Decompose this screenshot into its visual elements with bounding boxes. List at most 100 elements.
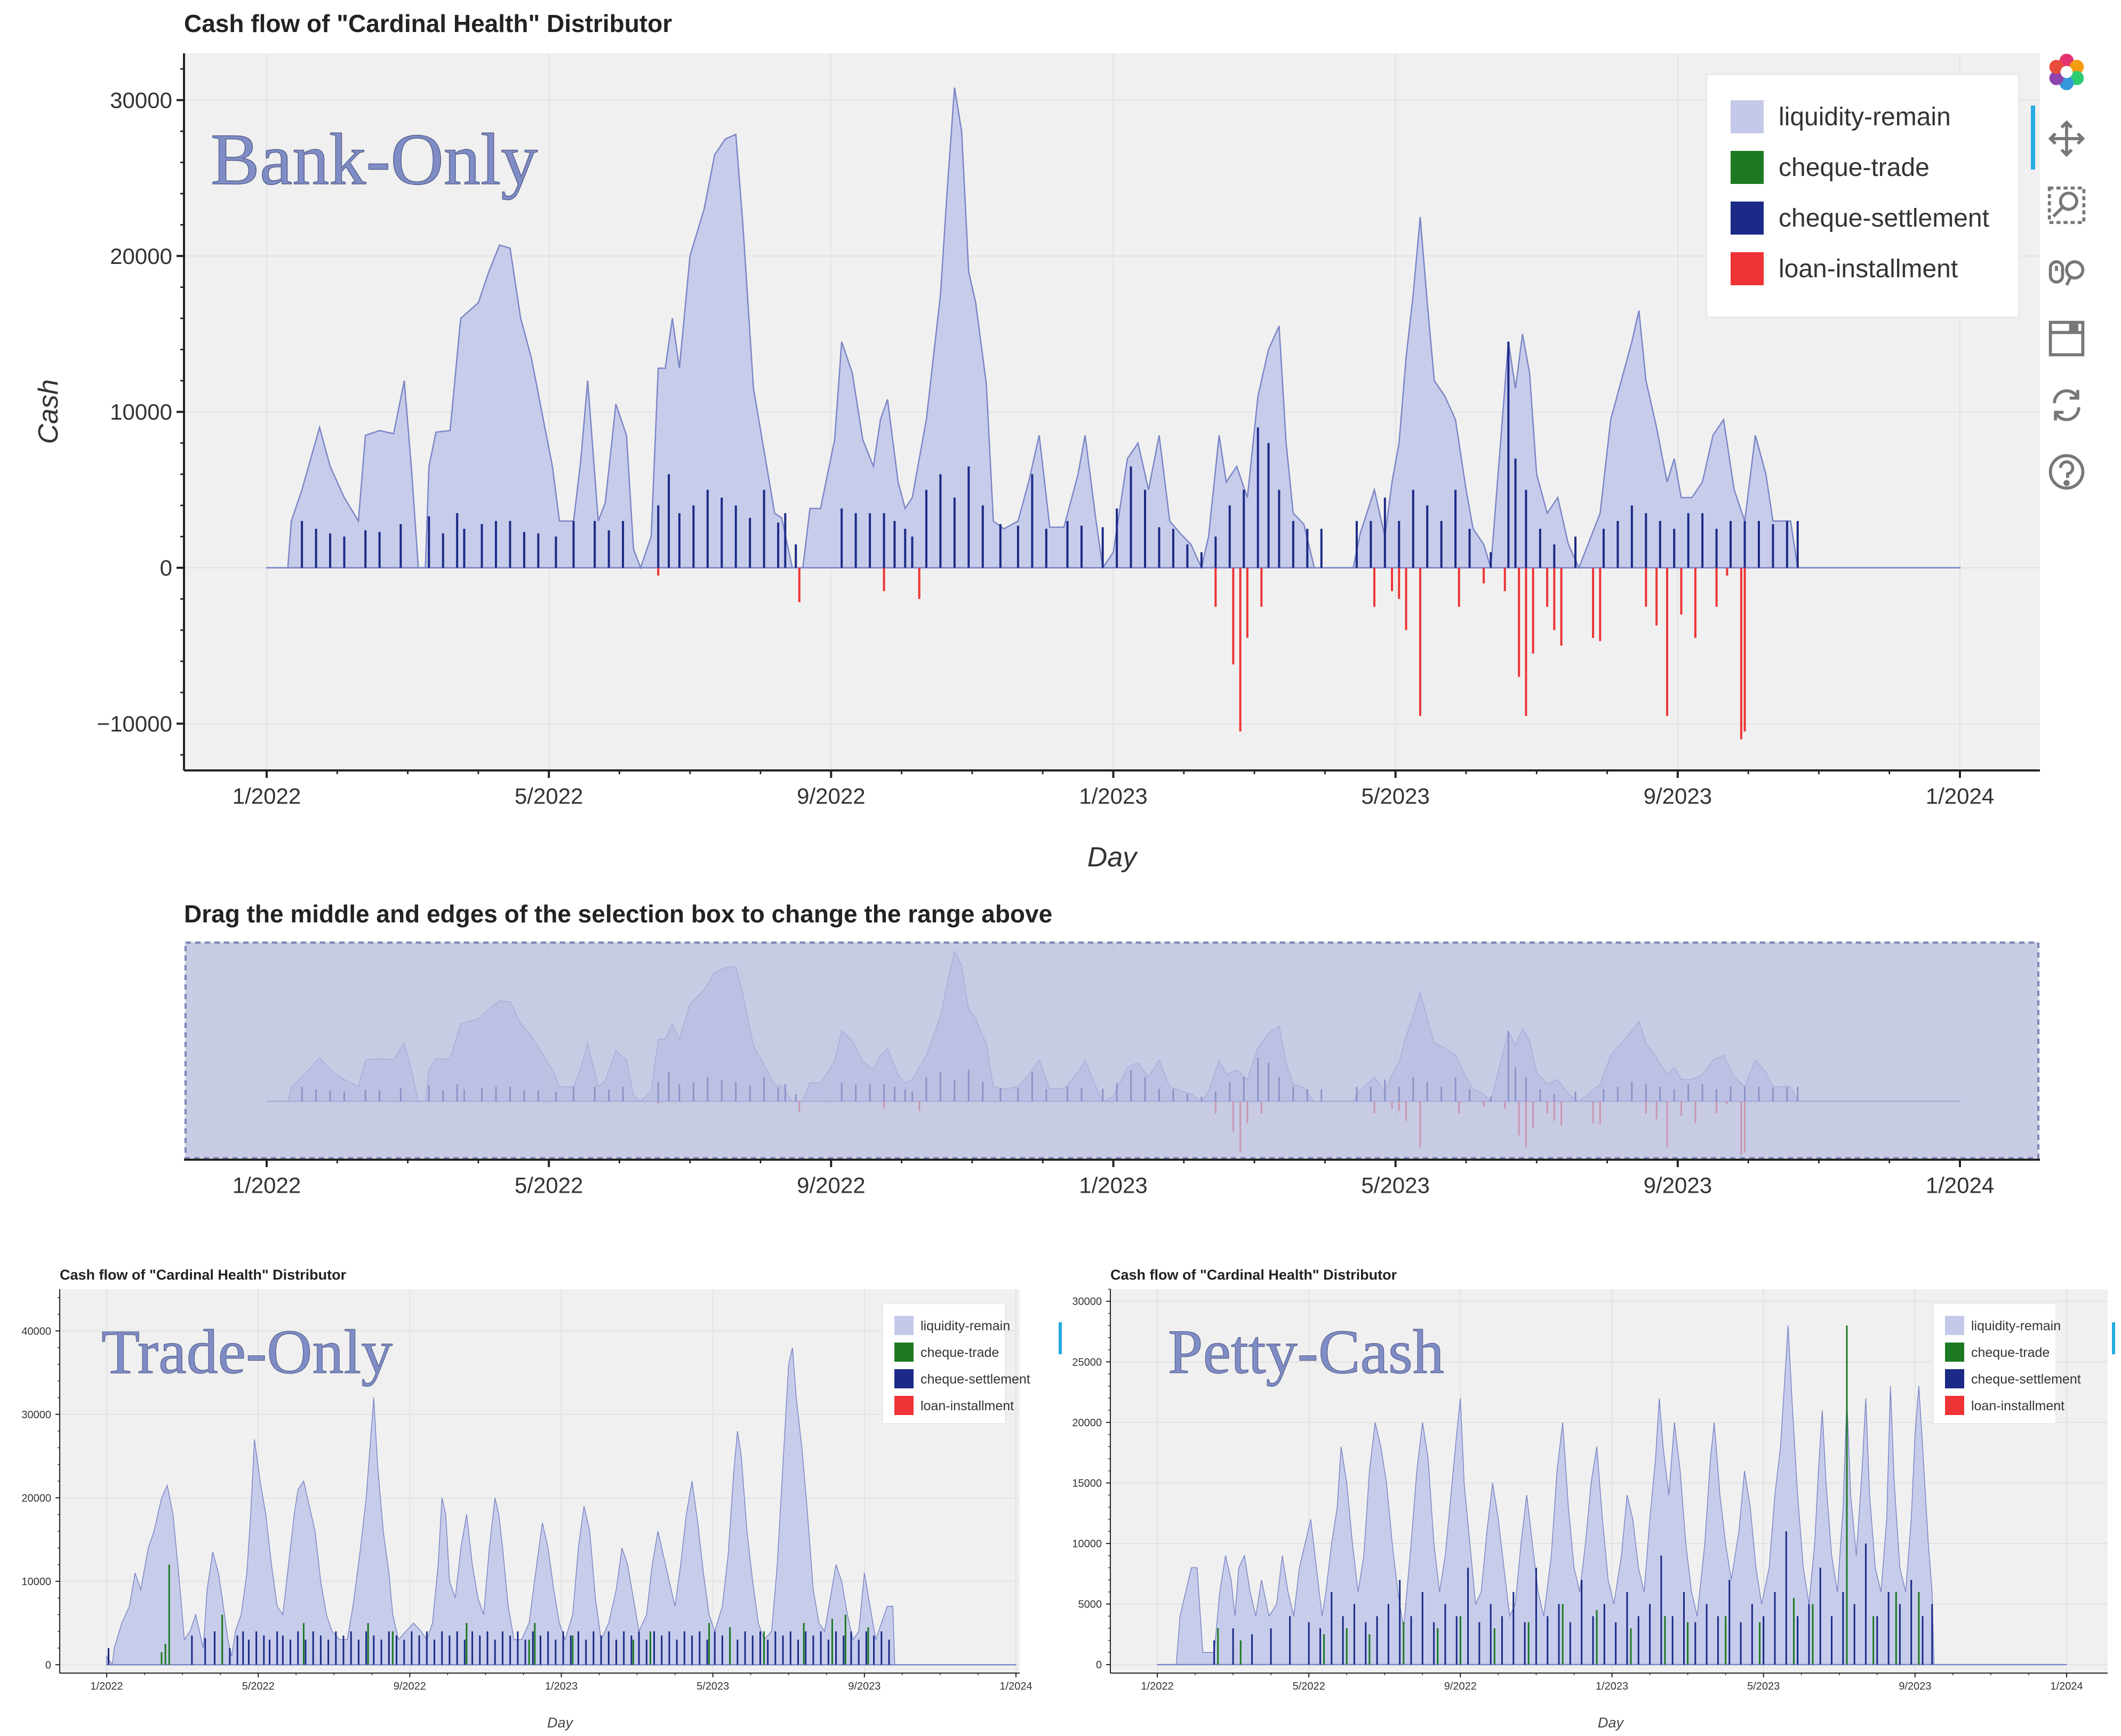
cheque-settlement-bar (939, 474, 942, 568)
cheque-trade-bar (1346, 1628, 1348, 1665)
cheque-settlement-bar (623, 1631, 625, 1665)
main-y-axis-label: Cash (33, 379, 64, 444)
cheque-trade-bar (1239, 1640, 1242, 1665)
trade-legend-label-cheque-settlement[interactable]: cheque-settlement (921, 1372, 1030, 1387)
x-tick-label: 5/2023 (1361, 1172, 1429, 1197)
petty-cash-chart[interactable]: Cash flow of "Cardinal Health" Distribut… (1072, 1267, 2115, 1731)
legend-label-liquidity[interactable]: liquidity-remain (1779, 103, 1951, 131)
pan-icon[interactable] (2043, 115, 2091, 163)
save-icon[interactable] (2043, 315, 2091, 363)
cheque-settlement-bar (315, 528, 317, 568)
cheque-settlement-bar (456, 1631, 458, 1665)
cheque-settlement-bar (668, 474, 670, 568)
cheque-trade-bar (1527, 1622, 1530, 1665)
cheque-settlement-bar (1213, 1640, 1215, 1665)
x-tick-label: 9/2023 (1899, 1681, 1931, 1692)
cheque-settlement-bar (1899, 1604, 1901, 1665)
cheque-settlement-bar (378, 532, 381, 568)
cheque-trade-bar (528, 1639, 530, 1665)
cheque-trade-bar (1812, 1604, 1814, 1665)
cheque-settlement-bar (1514, 459, 1517, 568)
cheque-settlement-bar (1342, 1616, 1344, 1665)
wheel-zoom-icon[interactable] (2043, 248, 2091, 296)
cheque-settlement-bar (1797, 1616, 1799, 1665)
cheque-settlement-bar (714, 1631, 716, 1665)
petty-legend-label-cheque-trade[interactable]: cheque-trade (1971, 1345, 2050, 1360)
cheque-settlement-bar (1490, 552, 1492, 568)
legend-label-cheque-settlement[interactable]: cheque-settlement (1779, 204, 1989, 232)
loan-installment-bar (1592, 567, 1595, 638)
x-tick-label: 1/2022 (233, 783, 301, 808)
loan-installment-bar (1532, 567, 1534, 654)
cheque-settlement-bar (1740, 1622, 1742, 1665)
loan-installment-bar (918, 567, 921, 599)
petty-legend-label-liquidity[interactable]: liquidity-remain (1971, 1319, 2061, 1333)
x-tick-label: 9/2023 (1644, 783, 1712, 808)
cheque-settlement-bar (1645, 513, 1647, 568)
legend-label-loan-installment[interactable]: loan-installment (1779, 255, 1958, 283)
loan-installment-bar (1405, 567, 1407, 630)
cheque-settlement-bar (850, 1631, 852, 1665)
loan-installment-bar (798, 567, 801, 602)
trade-legend-label-liquidity[interactable]: liquidity-remain (921, 1319, 1010, 1333)
cheque-settlement-bar (1308, 1622, 1310, 1665)
range-selector-title: Drag the middle and edges of the selecti… (184, 900, 1052, 928)
y-tick-label: 5000 (1078, 1599, 1102, 1611)
cheque-settlement-bar (784, 513, 787, 568)
loan-installment-bar (1740, 567, 1742, 740)
bokeh-logo-icon[interactable] (2043, 48, 2091, 96)
box-zoom-icon[interactable] (2043, 181, 2091, 229)
cheque-settlement-bar (668, 1631, 670, 1665)
range-selection-box[interactable] (185, 942, 2039, 1159)
cheque-settlement-bar (593, 1631, 595, 1665)
x-tick-label: 5/2022 (515, 783, 583, 808)
cheque-trade-bar (1630, 1628, 1632, 1665)
loan-installment-bar (1546, 567, 1549, 607)
cheque-settlement-bar (1331, 1592, 1333, 1665)
y-tick-label: 15000 (1072, 1477, 1102, 1489)
cheque-settlement-bar (893, 521, 896, 568)
cheque-settlement-bar (523, 532, 525, 568)
cheque-settlement-bar (1144, 489, 1147, 568)
cheque-settlement-bar (1630, 505, 1633, 568)
cheque-settlement-bar (1539, 528, 1541, 568)
cheque-settlement-bar (782, 1635, 784, 1665)
cheque-trade-bar (1725, 1616, 1727, 1665)
cheque-settlement-bar (1319, 1628, 1321, 1665)
petty-legend-label-cheque-settlement[interactable]: cheque-settlement (1971, 1372, 2081, 1387)
x-tick-label: 1/2024 (1926, 1172, 1994, 1197)
legend-label-cheque-trade[interactable]: cheque-trade (1779, 154, 1930, 182)
cheque-settlement-bar (509, 1635, 511, 1665)
cheque-settlement-bar (532, 1631, 534, 1665)
loan-installment-bar (1666, 567, 1668, 716)
cheque-settlement-bar (767, 1639, 769, 1665)
cheque-settlement-bar (524, 1639, 526, 1665)
cheque-settlement-bar (1292, 521, 1294, 568)
cheque-settlement-bar (350, 1631, 352, 1665)
loan-installment-bar (1599, 567, 1602, 641)
trade-legend-label-cheque-trade[interactable]: cheque-trade (921, 1345, 999, 1360)
petty-chart-legend[interactable]: liquidity-remain cheque-trade cheque-set… (1933, 1303, 2081, 1424)
petty-legend-label-loan-installment[interactable]: loan-installment (1971, 1399, 2064, 1413)
reset-icon[interactable] (2043, 381, 2091, 429)
cheque-settlement-bar (734, 505, 737, 568)
help-icon[interactable] (2043, 448, 2091, 496)
y-tick-label: 10000 (1072, 1538, 1102, 1550)
cheque-settlement-bar (1440, 521, 1443, 568)
cheque-settlement-bar (1853, 1604, 1855, 1665)
cheque-settlement-bar (1267, 443, 1270, 568)
liquidity-remain-area (106, 1347, 1017, 1666)
cheque-settlement-bar (854, 513, 857, 568)
cheque-trade-bar (168, 1564, 170, 1665)
trade-only-chart[interactable]: Cash flow of "Cardinal Health" Distribut… (21, 1267, 1062, 1731)
main-cash-flow-chart[interactable]: Cash flow of "Cardinal Health" Distribut… (33, 10, 2040, 873)
range-selector-chart[interactable]: Drag the middle and edges of the selecti… (184, 900, 2040, 1197)
cheque-settlement-bar (797, 1639, 799, 1665)
main-chart-legend[interactable]: liquidity-remain cheque-trade cheque-set… (1706, 74, 2019, 318)
trade-chart-legend[interactable]: liquidity-remain cheque-trade cheque-set… (882, 1303, 1030, 1424)
trade-legend-label-loan-installment[interactable]: loan-installment (921, 1399, 1014, 1413)
cheque-settlement-bar (789, 1631, 791, 1665)
loan-installment-bar (883, 567, 885, 591)
cheque-settlement-bar (327, 1639, 330, 1665)
cheque-trade-bar (1687, 1622, 1689, 1665)
